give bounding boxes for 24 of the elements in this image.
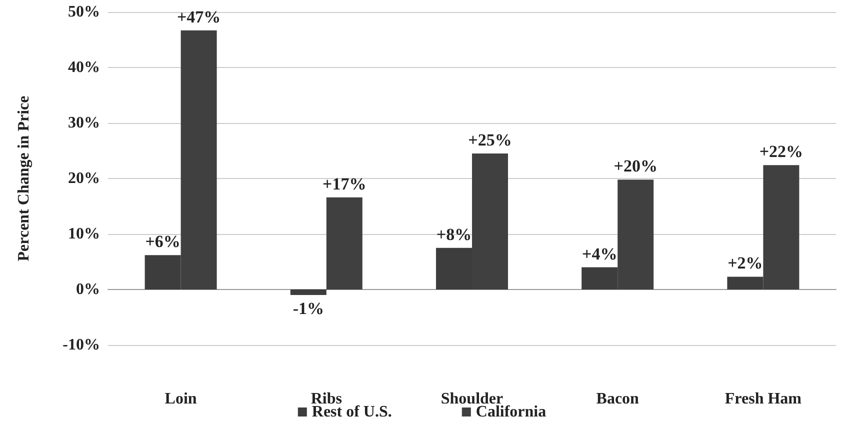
bar [326,197,362,290]
x-tick-label: Fresh Ham [724,390,802,408]
data-label: +22% [759,142,804,162]
bar [290,290,326,296]
data-label: +8% [436,224,472,244]
data-label: +20% [614,156,658,176]
data-label: +25% [468,130,512,150]
y-tick-label: 40% [68,59,100,76]
x-tick-label: Loin [164,390,197,408]
data-label: +2% [728,254,763,273]
y-axis-title: Percent Change in Price [16,96,32,262]
data-label: +17% [322,174,366,194]
data-label: +47% [176,7,221,26]
x-tick-label: Bacon [596,390,640,408]
legend-label: California [476,404,546,420]
y-tick-label: 20% [68,170,100,187]
data-label: -1% [292,299,324,318]
y-tick-label: 10% [68,226,100,242]
data-label: +4% [582,244,618,264]
y-tick-label: -10% [62,336,100,354]
y-tick-label: 0% [76,281,100,298]
data-label: +6% [145,232,180,252]
y-tick-label: 30% [68,114,100,132]
y-tick-label: 50% [68,4,100,20]
